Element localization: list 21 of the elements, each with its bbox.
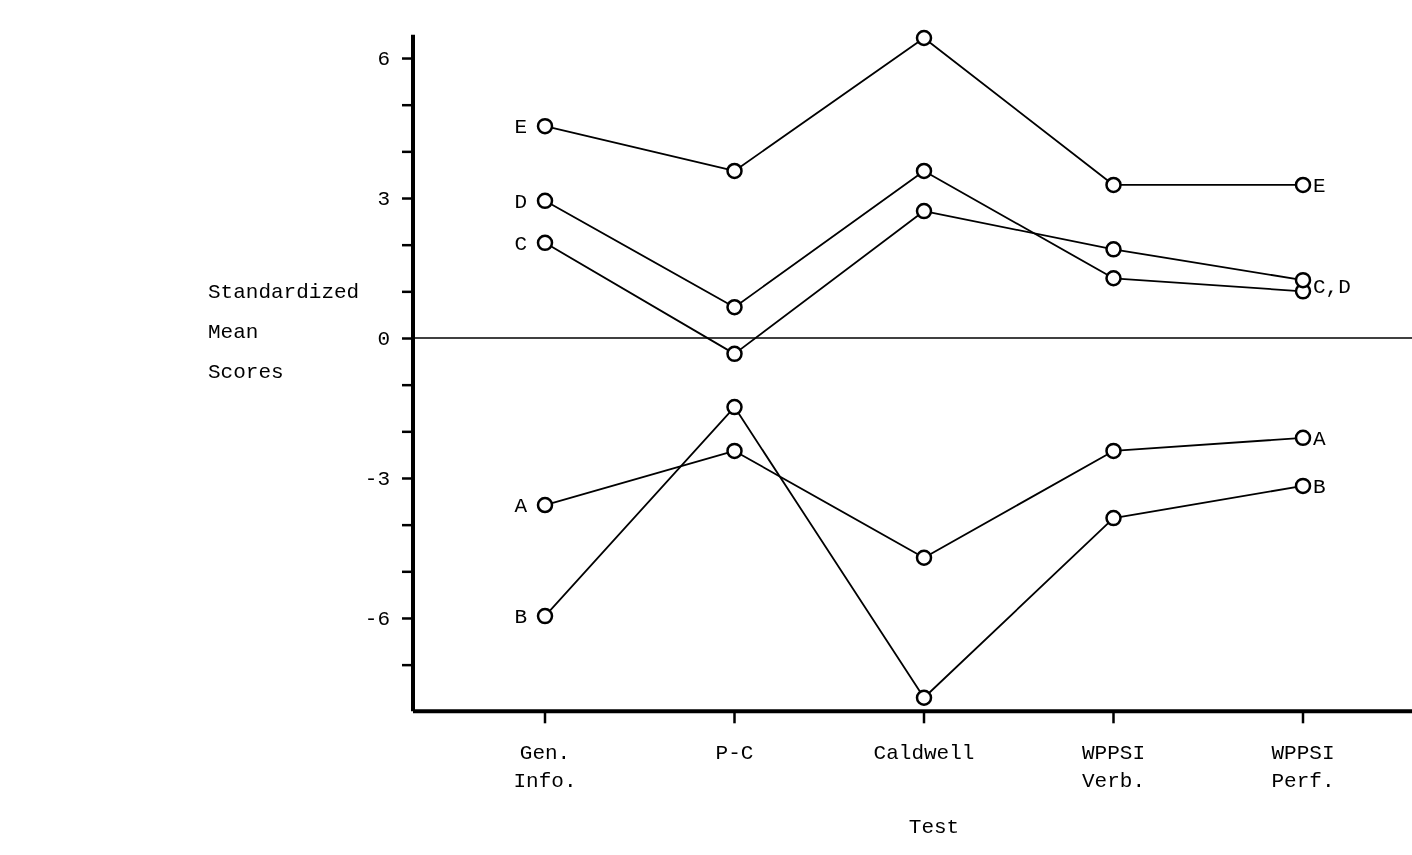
series-label: E <box>514 116 527 140</box>
annotation: B <box>1313 475 1326 499</box>
series-label: A <box>514 495 528 519</box>
series-label: C <box>514 232 527 256</box>
series-label: D <box>514 190 527 214</box>
x-tick-label: WPPSI Verb. <box>1081 742 1146 794</box>
x-tick-label: Gen. Info. <box>513 742 577 794</box>
y-axis-title: Standardized Mean Scores <box>208 281 360 384</box>
series-label: B <box>514 606 527 630</box>
annotation: A <box>1313 427 1326 451</box>
annotation: C,D <box>1313 275 1351 299</box>
x-tick-label: WPPSI Perf. <box>1271 742 1335 794</box>
y-tick-label: 3 <box>377 188 390 212</box>
x-axis-title: Test <box>908 816 960 839</box>
annotation: E <box>1313 174 1326 198</box>
y-tick-label: 0 <box>377 328 390 352</box>
y-tick-label: -6 <box>364 608 390 632</box>
y-tick-label: -3 <box>364 468 390 492</box>
x-tick-label: Caldwell <box>873 742 975 766</box>
x-tick-label: P-C <box>715 742 754 766</box>
y-tick-label: 6 <box>377 48 390 72</box>
